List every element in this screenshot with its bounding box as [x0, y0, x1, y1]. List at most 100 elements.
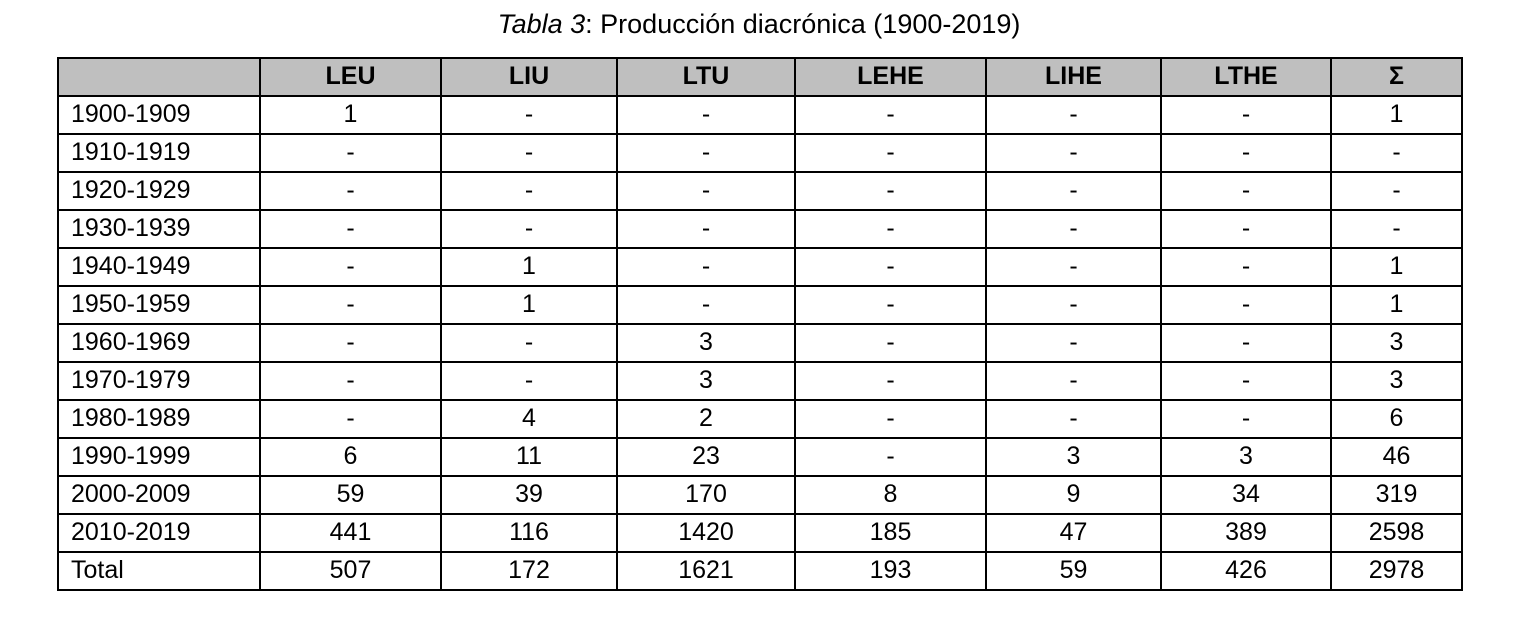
- data-cell: -: [985, 361, 1162, 401]
- data-cell: -: [794, 323, 987, 363]
- data-cell: -: [440, 95, 618, 135]
- data-cell: -: [794, 171, 987, 211]
- data-cell: -: [794, 399, 987, 439]
- data-cell: 1: [1330, 247, 1463, 287]
- row-label: 1960-1969: [57, 323, 261, 363]
- data-cell: -: [259, 323, 442, 363]
- row-label: Total: [57, 551, 261, 591]
- column-header-leu: LEU: [259, 57, 442, 97]
- data-cell: 59: [985, 551, 1162, 591]
- table-row: 1910-1919- - - - - - -: [57, 133, 1463, 173]
- data-cell: -: [985, 247, 1162, 287]
- data-cell: -: [1160, 171, 1332, 211]
- data-cell: 426: [1160, 551, 1332, 591]
- data-cell: 1: [259, 95, 442, 135]
- data-cell: -: [1160, 285, 1332, 325]
- data-cell: -: [616, 171, 796, 211]
- data-cell: 319: [1330, 475, 1463, 515]
- data-cell: 172: [440, 551, 618, 591]
- row-label: 1950-1959: [57, 285, 261, 325]
- data-cell: 2978: [1330, 551, 1463, 591]
- data-cell: -: [616, 247, 796, 287]
- column-header-ltu: LTU: [616, 57, 796, 97]
- data-cell: -: [1160, 323, 1332, 363]
- data-cell: 1: [1330, 285, 1463, 325]
- data-cell: 3: [616, 361, 796, 401]
- column-header-lehe: LEHE: [794, 57, 987, 97]
- table-row: 1940-1949-1- - - -1: [57, 247, 1463, 287]
- data-cell: -: [985, 285, 1162, 325]
- row-label: 1920-1929: [57, 171, 261, 211]
- column-header-liu: LIU: [440, 57, 618, 97]
- data-cell: -: [1160, 247, 1332, 287]
- data-cell: -: [1330, 209, 1463, 249]
- data-cell: -: [616, 95, 796, 135]
- data-cell: -: [794, 209, 987, 249]
- table-row: 1930-1939- - - - - - -: [57, 209, 1463, 249]
- data-cell: 46: [1330, 437, 1463, 477]
- data-cell: -: [794, 133, 987, 173]
- row-label: 1970-1979: [57, 361, 261, 401]
- data-cell: 2598: [1330, 513, 1463, 553]
- data-cell: -: [259, 399, 442, 439]
- row-label: 1940-1949: [57, 247, 261, 287]
- table-row: 1920-1929- - - - - - -: [57, 171, 1463, 211]
- data-cell: -: [259, 133, 442, 173]
- data-cell: -: [440, 171, 618, 211]
- production-table: LEU LIU LTU LEHE LIHE LTHE Σ 1900-1909 1- - - - -1 1…: [57, 57, 1463, 591]
- data-cell: 193: [794, 551, 987, 591]
- data-cell: -: [985, 171, 1162, 211]
- data-cell: -: [440, 323, 618, 363]
- data-cell: -: [616, 133, 796, 173]
- column-header-σ: Σ: [1330, 57, 1463, 97]
- data-cell: 3: [1330, 361, 1463, 401]
- table-row: 2000-2009 59 39 170 8 9 34 319: [57, 475, 1463, 515]
- data-cell: -: [985, 95, 1162, 135]
- data-cell: -: [259, 209, 442, 249]
- data-cell: 6: [259, 437, 442, 477]
- data-cell: -: [1330, 133, 1463, 173]
- data-cell: 39: [440, 475, 618, 515]
- table-row: 1950-1959-1- - - -1: [57, 285, 1463, 325]
- data-cell: -: [1160, 361, 1332, 401]
- data-cell: 185: [794, 513, 987, 553]
- data-cell: 59: [259, 475, 442, 515]
- header-row: LEU LIU LTU LEHE LIHE LTHE Σ: [57, 57, 1463, 97]
- row-label: 1930-1939: [57, 209, 261, 249]
- data-cell: 4: [440, 399, 618, 439]
- data-cell: -: [794, 361, 987, 401]
- table-body: 1900-1909 1- - - - -1 1910-1919- - - - - - -1920-192…: [57, 95, 1463, 591]
- row-label: 2000-2009: [57, 475, 261, 515]
- data-cell: -: [259, 247, 442, 287]
- data-cell: -: [985, 133, 1162, 173]
- table-caption: Tabla 3: Producción diacrónica (1900-201…: [57, 8, 1461, 40]
- data-cell: -: [616, 285, 796, 325]
- data-cell: -: [1160, 95, 1332, 135]
- table-row: 2010-2019 441 116 1420 185 47 389 2598: [57, 513, 1463, 553]
- data-cell: 441: [259, 513, 442, 553]
- data-cell: -: [1160, 399, 1332, 439]
- data-cell: -: [440, 133, 618, 173]
- table-row: 1980-1989-4 2- - -6: [57, 399, 1463, 439]
- data-cell: 34: [1160, 475, 1332, 515]
- data-cell: 2: [616, 399, 796, 439]
- table-row: 1900-1909 1- - - - -1: [57, 95, 1463, 135]
- data-cell: -: [259, 171, 442, 211]
- data-cell: 3: [616, 323, 796, 363]
- data-cell: 23: [616, 437, 796, 477]
- data-cell: -: [1160, 133, 1332, 173]
- column-header-lthe: LTHE: [1160, 57, 1332, 97]
- data-cell: 6: [1330, 399, 1463, 439]
- data-cell: 3: [985, 437, 1162, 477]
- data-cell: 9: [985, 475, 1162, 515]
- data-cell: 1: [1330, 95, 1463, 135]
- data-cell: -: [616, 209, 796, 249]
- data-cell: -: [1160, 209, 1332, 249]
- data-cell: -: [259, 361, 442, 401]
- data-cell: 8: [794, 475, 987, 515]
- data-cell: -: [985, 399, 1162, 439]
- data-cell: -: [794, 247, 987, 287]
- row-label: 1990-1999: [57, 437, 261, 477]
- table-row: 1990-1999 6 11 23-3 3 46: [57, 437, 1463, 477]
